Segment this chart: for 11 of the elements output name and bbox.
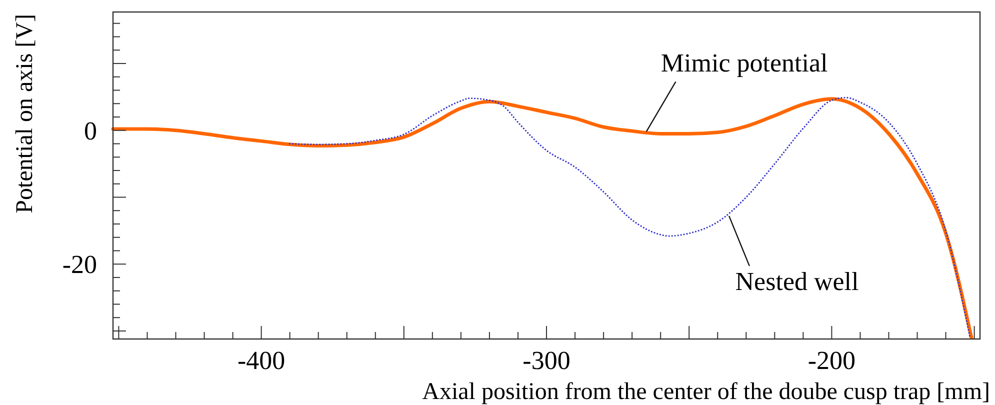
line-series (111, 97, 974, 340)
line-series (289, 96, 971, 338)
x-tick-label: -400 (237, 346, 286, 375)
y-tick-label: 0 (84, 116, 97, 146)
x-tick-label: -200 (808, 346, 856, 375)
y-tick-label: -20 (62, 250, 97, 280)
x-tick-label: -300 (522, 346, 570, 375)
annotation: Nested well (735, 266, 859, 296)
x-axis-title: Axial position from the center of the doube cusp trap [mm] (422, 379, 990, 405)
y-axis-title: Potential on axis [V] (12, 14, 38, 214)
annotation: Mimic potential (660, 48, 828, 78)
